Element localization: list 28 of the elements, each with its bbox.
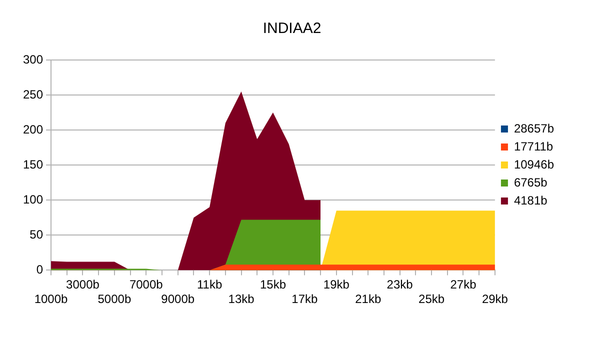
y-tick-label: 100 (22, 192, 44, 206)
legend-label: 4181b (514, 193, 548, 208)
x-tick-label: 13kb (228, 292, 255, 306)
y-tick-label: 0 (36, 262, 44, 277)
y-tick-label: 50 (30, 227, 44, 242)
x-tick-label: 9000b (161, 292, 195, 306)
x-tick-label: 23kb (386, 278, 414, 292)
legend-label: 6765b (514, 175, 548, 190)
y-tick-label: 300 (22, 52, 44, 66)
y-tick-label: 150 (22, 157, 44, 172)
x-tick-label: 29kb (482, 292, 508, 306)
x-tick-label: 15kb (260, 278, 286, 292)
x-tick-label: 3000b (66, 278, 100, 292)
y-tick-label: 200 (22, 122, 44, 136)
x-tick-label: 19kb (323, 278, 350, 292)
x-tick-label: 11kb (197, 278, 222, 292)
x-tick-label: 21kb (355, 292, 382, 306)
x-tick-label: 7000b (129, 278, 164, 292)
legend-label: 10946b (514, 157, 554, 172)
x-tick-label: 25kb (418, 292, 445, 306)
x-tick-label: 27kb (450, 278, 477, 292)
legend-label: 28657b (514, 121, 554, 136)
chart-title: INDIAA2 (262, 20, 322, 38)
x-tick-label: 1000b (34, 292, 68, 306)
x-tick-label: 5000b (98, 292, 132, 306)
x-tick-label: 17kb (292, 292, 318, 306)
y-tick-label: 250 (22, 87, 44, 102)
legend-label: 17711b (514, 139, 554, 154)
